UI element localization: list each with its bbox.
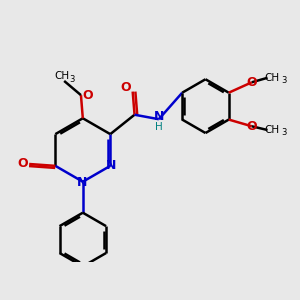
Text: N: N [106, 159, 116, 172]
Text: O: O [17, 158, 28, 170]
Text: O: O [247, 76, 257, 89]
Text: N: N [77, 176, 87, 189]
Text: O: O [82, 88, 93, 102]
Text: O: O [121, 81, 131, 94]
Text: 3: 3 [282, 76, 287, 85]
Text: H: H [155, 122, 163, 132]
Text: N: N [154, 110, 164, 123]
Text: CH: CH [55, 71, 70, 82]
Text: CH: CH [265, 125, 280, 135]
Text: 3: 3 [282, 128, 287, 137]
Text: 3: 3 [70, 75, 75, 84]
Text: O: O [247, 120, 257, 133]
Text: CH: CH [265, 73, 280, 83]
